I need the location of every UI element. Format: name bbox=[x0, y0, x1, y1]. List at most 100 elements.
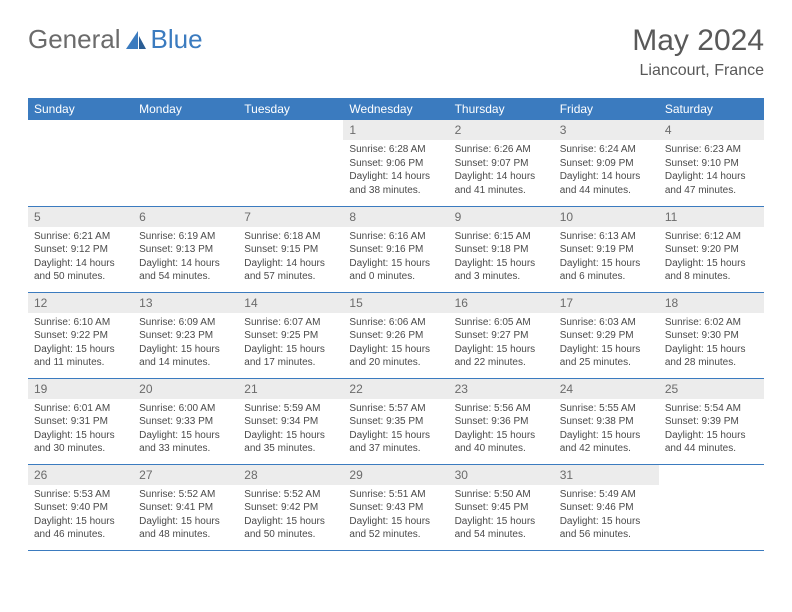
sunset-line: Sunset: 9:23 PM bbox=[139, 329, 232, 343]
sunset-line: Sunset: 9:46 PM bbox=[560, 501, 653, 515]
daylight-line: Daylight: 15 hours and 11 minutes. bbox=[34, 343, 127, 370]
day-details: Sunrise: 6:13 AMSunset: 9:19 PMDaylight:… bbox=[554, 227, 659, 288]
day-number: 2 bbox=[449, 120, 554, 140]
calendar-day-cell: 22Sunrise: 5:57 AMSunset: 9:35 PMDayligh… bbox=[343, 378, 448, 464]
day-details: Sunrise: 6:21 AMSunset: 9:12 PMDaylight:… bbox=[28, 227, 133, 288]
sunrise-line: Sunrise: 5:54 AM bbox=[665, 402, 758, 416]
sunrise-line: Sunrise: 5:59 AM bbox=[244, 402, 337, 416]
sunset-line: Sunset: 9:45 PM bbox=[455, 501, 548, 515]
sunrise-line: Sunrise: 6:13 AM bbox=[560, 230, 653, 244]
calendar-page: General Blue May 2024 Liancourt, France … bbox=[0, 0, 792, 575]
brand-part1: General bbox=[28, 24, 121, 55]
sunset-line: Sunset: 9:13 PM bbox=[139, 243, 232, 257]
calendar-day-cell: 3Sunrise: 6:24 AMSunset: 9:09 PMDaylight… bbox=[554, 120, 659, 206]
day-details: Sunrise: 6:24 AMSunset: 9:09 PMDaylight:… bbox=[554, 140, 659, 201]
calendar-day-cell: 24Sunrise: 5:55 AMSunset: 9:38 PMDayligh… bbox=[554, 378, 659, 464]
calendar-body: 1Sunrise: 6:28 AMSunset: 9:06 PMDaylight… bbox=[28, 120, 764, 550]
sunset-line: Sunset: 9:31 PM bbox=[34, 415, 127, 429]
calendar-day-cell: 1Sunrise: 6:28 AMSunset: 9:06 PMDaylight… bbox=[343, 120, 448, 206]
sunrise-line: Sunrise: 6:09 AM bbox=[139, 316, 232, 330]
sunrise-line: Sunrise: 5:55 AM bbox=[560, 402, 653, 416]
daylight-line: Daylight: 15 hours and 3 minutes. bbox=[455, 257, 548, 284]
daylight-line: Daylight: 15 hours and 25 minutes. bbox=[560, 343, 653, 370]
day-details: Sunrise: 5:52 AMSunset: 9:42 PMDaylight:… bbox=[238, 485, 343, 546]
calendar-day-cell: 30Sunrise: 5:50 AMSunset: 9:45 PMDayligh… bbox=[449, 464, 554, 550]
daylight-line: Daylight: 14 hours and 41 minutes. bbox=[455, 170, 548, 197]
daylight-line: Daylight: 15 hours and 8 minutes. bbox=[665, 257, 758, 284]
sunrise-line: Sunrise: 6:06 AM bbox=[349, 316, 442, 330]
day-details: Sunrise: 6:10 AMSunset: 9:22 PMDaylight:… bbox=[28, 313, 133, 374]
day-details: Sunrise: 5:55 AMSunset: 9:38 PMDaylight:… bbox=[554, 399, 659, 460]
daylight-line: Daylight: 14 hours and 47 minutes. bbox=[665, 170, 758, 197]
sunset-line: Sunset: 9:15 PM bbox=[244, 243, 337, 257]
sunrise-line: Sunrise: 5:57 AM bbox=[349, 402, 442, 416]
sunrise-line: Sunrise: 6:23 AM bbox=[665, 143, 758, 157]
sunset-line: Sunset: 9:26 PM bbox=[349, 329, 442, 343]
calendar-day-cell bbox=[238, 120, 343, 206]
calendar-day-cell: 9Sunrise: 6:15 AMSunset: 9:18 PMDaylight… bbox=[449, 206, 554, 292]
calendar-day-cell: 15Sunrise: 6:06 AMSunset: 9:26 PMDayligh… bbox=[343, 292, 448, 378]
daylight-line: Daylight: 15 hours and 54 minutes. bbox=[455, 515, 548, 542]
sunset-line: Sunset: 9:36 PM bbox=[455, 415, 548, 429]
day-details: Sunrise: 5:56 AMSunset: 9:36 PMDaylight:… bbox=[449, 399, 554, 460]
day-details: Sunrise: 6:28 AMSunset: 9:06 PMDaylight:… bbox=[343, 140, 448, 201]
day-header-row: SundayMondayTuesdayWednesdayThursdayFrid… bbox=[28, 98, 764, 120]
calendar-day-cell: 10Sunrise: 6:13 AMSunset: 9:19 PMDayligh… bbox=[554, 206, 659, 292]
calendar-week-row: 12Sunrise: 6:10 AMSunset: 9:22 PMDayligh… bbox=[28, 292, 764, 378]
sunset-line: Sunset: 9:29 PM bbox=[560, 329, 653, 343]
calendar-table: SundayMondayTuesdayWednesdayThursdayFrid… bbox=[28, 98, 764, 551]
day-number: 25 bbox=[659, 379, 764, 399]
calendar-week-row: 1Sunrise: 6:28 AMSunset: 9:06 PMDaylight… bbox=[28, 120, 764, 206]
daylight-line: Daylight: 15 hours and 40 minutes. bbox=[455, 429, 548, 456]
month-title: May 2024 bbox=[632, 24, 764, 58]
sunset-line: Sunset: 9:30 PM bbox=[665, 329, 758, 343]
day-details: Sunrise: 6:07 AMSunset: 9:25 PMDaylight:… bbox=[238, 313, 343, 374]
day-details: Sunrise: 6:03 AMSunset: 9:29 PMDaylight:… bbox=[554, 313, 659, 374]
day-number: 26 bbox=[28, 465, 133, 485]
day-number: 8 bbox=[343, 207, 448, 227]
sunset-line: Sunset: 9:20 PM bbox=[665, 243, 758, 257]
sunrise-line: Sunrise: 6:15 AM bbox=[455, 230, 548, 244]
daylight-line: Daylight: 15 hours and 22 minutes. bbox=[455, 343, 548, 370]
sunset-line: Sunset: 9:16 PM bbox=[349, 243, 442, 257]
day-header: Friday bbox=[554, 98, 659, 120]
sunset-line: Sunset: 9:27 PM bbox=[455, 329, 548, 343]
calendar-day-cell: 5Sunrise: 6:21 AMSunset: 9:12 PMDaylight… bbox=[28, 206, 133, 292]
day-header: Tuesday bbox=[238, 98, 343, 120]
day-details: Sunrise: 5:57 AMSunset: 9:35 PMDaylight:… bbox=[343, 399, 448, 460]
day-header: Sunday bbox=[28, 98, 133, 120]
sunrise-line: Sunrise: 6:28 AM bbox=[349, 143, 442, 157]
day-number bbox=[238, 120, 343, 140]
day-details: Sunrise: 5:51 AMSunset: 9:43 PMDaylight:… bbox=[343, 485, 448, 546]
sunrise-line: Sunrise: 6:01 AM bbox=[34, 402, 127, 416]
calendar-week-row: 26Sunrise: 5:53 AMSunset: 9:40 PMDayligh… bbox=[28, 464, 764, 550]
day-details: Sunrise: 5:49 AMSunset: 9:46 PMDaylight:… bbox=[554, 485, 659, 546]
sunset-line: Sunset: 9:18 PM bbox=[455, 243, 548, 257]
day-details: Sunrise: 6:15 AMSunset: 9:18 PMDaylight:… bbox=[449, 227, 554, 288]
day-number: 12 bbox=[28, 293, 133, 313]
calendar-day-cell: 11Sunrise: 6:12 AMSunset: 9:20 PMDayligh… bbox=[659, 206, 764, 292]
day-number: 15 bbox=[343, 293, 448, 313]
daylight-line: Daylight: 15 hours and 37 minutes. bbox=[349, 429, 442, 456]
day-number: 27 bbox=[133, 465, 238, 485]
day-details: Sunrise: 6:26 AMSunset: 9:07 PMDaylight:… bbox=[449, 140, 554, 201]
day-details: Sunrise: 6:00 AMSunset: 9:33 PMDaylight:… bbox=[133, 399, 238, 460]
sunset-line: Sunset: 9:22 PM bbox=[34, 329, 127, 343]
day-details: Sunrise: 6:23 AMSunset: 9:10 PMDaylight:… bbox=[659, 140, 764, 201]
calendar-day-cell: 29Sunrise: 5:51 AMSunset: 9:43 PMDayligh… bbox=[343, 464, 448, 550]
day-number: 17 bbox=[554, 293, 659, 313]
day-details: Sunrise: 5:50 AMSunset: 9:45 PMDaylight:… bbox=[449, 485, 554, 546]
sunrise-line: Sunrise: 6:07 AM bbox=[244, 316, 337, 330]
day-details: Sunrise: 6:19 AMSunset: 9:13 PMDaylight:… bbox=[133, 227, 238, 288]
calendar-day-cell: 2Sunrise: 6:26 AMSunset: 9:07 PMDaylight… bbox=[449, 120, 554, 206]
day-details: Sunrise: 6:18 AMSunset: 9:15 PMDaylight:… bbox=[238, 227, 343, 288]
sunrise-line: Sunrise: 6:16 AM bbox=[349, 230, 442, 244]
day-number: 16 bbox=[449, 293, 554, 313]
day-number: 7 bbox=[238, 207, 343, 227]
calendar-day-cell: 21Sunrise: 5:59 AMSunset: 9:34 PMDayligh… bbox=[238, 378, 343, 464]
daylight-line: Daylight: 14 hours and 50 minutes. bbox=[34, 257, 127, 284]
calendar-week-row: 5Sunrise: 6:21 AMSunset: 9:12 PMDaylight… bbox=[28, 206, 764, 292]
sunset-line: Sunset: 9:10 PM bbox=[665, 157, 758, 171]
calendar-day-cell: 14Sunrise: 6:07 AMSunset: 9:25 PMDayligh… bbox=[238, 292, 343, 378]
day-number: 20 bbox=[133, 379, 238, 399]
